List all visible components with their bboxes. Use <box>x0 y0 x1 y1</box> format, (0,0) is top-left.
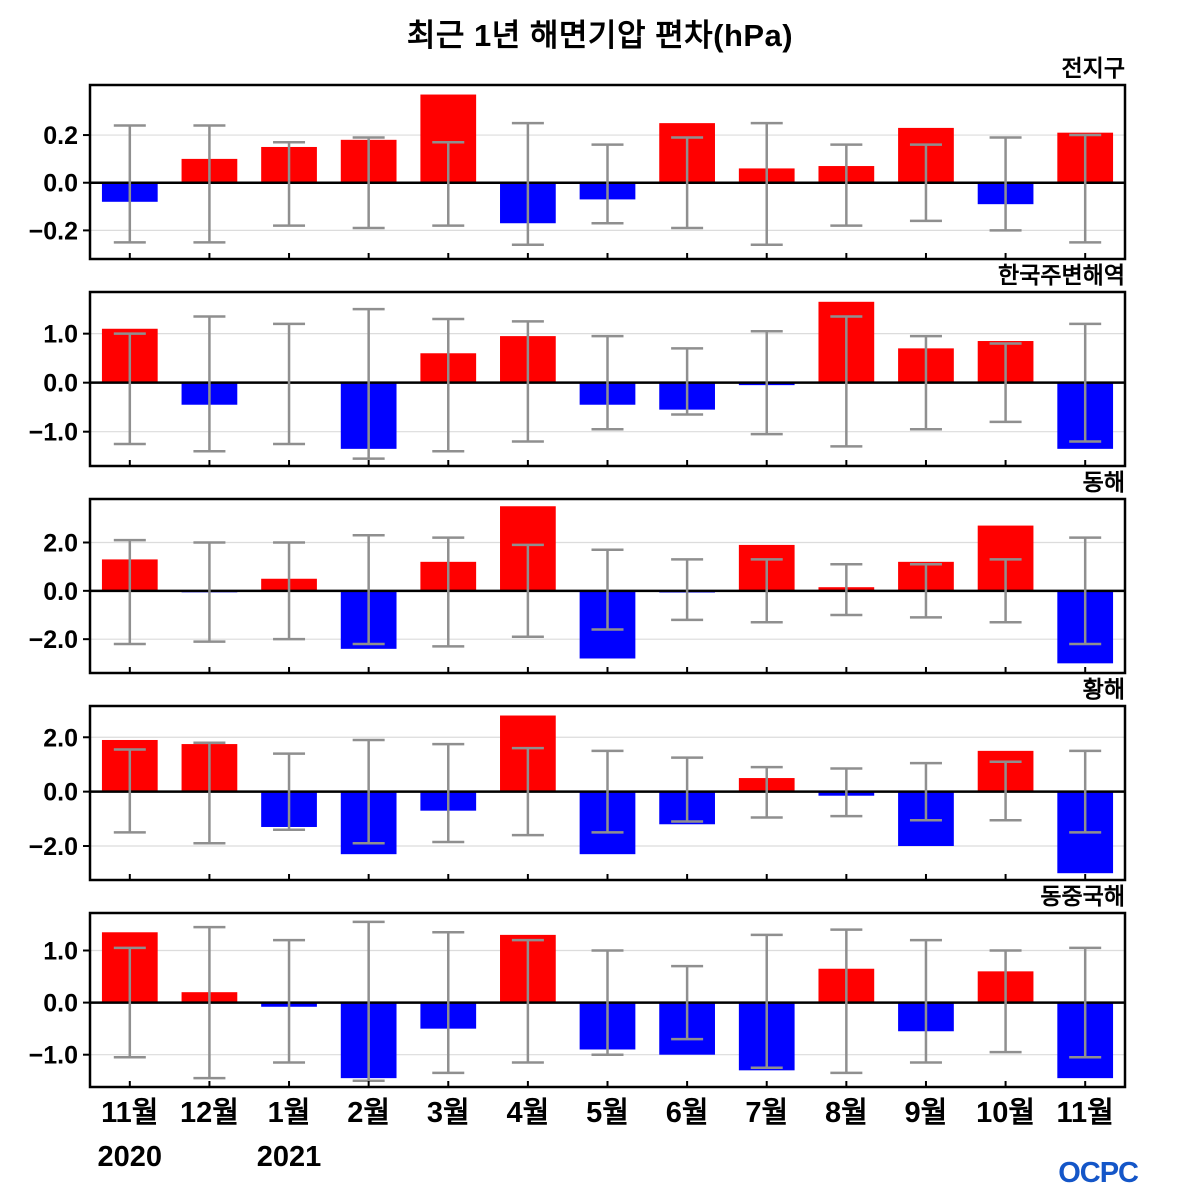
y-tick-label: 2.0 <box>43 724 78 752</box>
x-axis-month-label: 3월 <box>427 1096 470 1129</box>
y-tick-label: −1.0 <box>29 419 78 447</box>
panel-title: 동해 <box>1082 469 1125 495</box>
x-axis-month-label: 10월 <box>976 1096 1035 1129</box>
panel-plot: 1.0 0.0 −1.0 <box>29 911 1127 1089</box>
y-tick-label: 0.0 <box>43 578 78 606</box>
x-axis-month-label: 11월 <box>1057 1096 1114 1129</box>
y-tick-label: 0.0 <box>43 170 78 198</box>
y-tick-label: −0.2 <box>29 217 78 245</box>
chart-panel: 동중국해 1.0 0.0 −1.0 <box>0 883 1200 1090</box>
y-tick-label: 0.0 <box>43 779 78 807</box>
x-axis-year-label: 2020 <box>98 1141 163 1173</box>
y-tick-label: −2.0 <box>29 626 78 654</box>
chart-panel: 한국주변해역 1.0 0.0 −1.0 <box>0 262 1200 469</box>
panel-frame <box>88 911 1127 1089</box>
y-tick-label: 0.0 <box>43 990 78 1018</box>
panel-plot: 0.2 0.0 −0.2 <box>29 83 1127 261</box>
y-tick-label: −1.0 <box>29 1042 78 1070</box>
x-axis-labels: 11월 12월 1월 2월 3월 4월 5월 6월 7월 8월 9월 10월 11월 2020 2021 <box>98 1096 1114 1173</box>
panel-plot: 2.0 0.0 −2.0 <box>29 704 1127 882</box>
panel-title: 한국주변해역 <box>998 262 1125 288</box>
y-tick-label: 1.0 <box>43 938 78 966</box>
panel-frame <box>88 704 1127 882</box>
y-tick-label: 0.0 <box>43 370 78 398</box>
panel-frame <box>88 290 1127 468</box>
chart-panel: 동해 2.0 0.0 −2.0 <box>0 469 1200 676</box>
chart-panel: 전지구 0.2 0.0 −0.2 <box>0 55 1200 262</box>
panel-plot: 1.0 0.0 −1.0 <box>29 290 1127 468</box>
x-axis-month-label: 4월 <box>506 1096 549 1129</box>
x-axis-month-label: 12월 <box>180 1096 239 1129</box>
chart-panel: 황해 2.0 0.0 −2.0 <box>0 676 1200 883</box>
panel-title: 황해 <box>1082 676 1125 702</box>
panel-title: 동중국해 <box>1040 883 1125 909</box>
x-axis-month-label: 7월 <box>745 1096 788 1129</box>
y-tick-label: 0.2 <box>43 122 78 150</box>
x-axis-year-label: 2021 <box>257 1141 322 1173</box>
panel-frame <box>88 497 1127 675</box>
figure-title: 최근 1년 해면기압 편차(hPa) <box>406 18 794 53</box>
x-axis-month-label: 5월 <box>586 1096 629 1129</box>
panel-frame <box>88 83 1127 261</box>
y-tick-label: −2.0 <box>29 833 78 861</box>
x-axis-month-label: 6월 <box>666 1096 709 1129</box>
y-tick-label: 2.0 <box>43 530 78 558</box>
x-axis-month-label: 9월 <box>905 1096 948 1129</box>
panel-title: 전지구 <box>1061 55 1125 81</box>
chart-panels: 전지구 0.2 0.0 −0.2 한국주변해역 1.0 0.0 −1.0 동해 2.0 0.0 −2.… <box>0 55 1200 1090</box>
ocpc-logo: OCPC <box>1058 1157 1139 1189</box>
x-axis-month-label: 8월 <box>825 1096 868 1129</box>
x-axis-month-label: 1월 <box>268 1096 311 1129</box>
x-axis-month-label: 11월 <box>101 1096 158 1129</box>
panel-plot: 2.0 0.0 −2.0 <box>29 497 1127 675</box>
y-tick-label: 1.0 <box>43 321 78 349</box>
x-axis-month-label: 2월 <box>347 1096 390 1129</box>
